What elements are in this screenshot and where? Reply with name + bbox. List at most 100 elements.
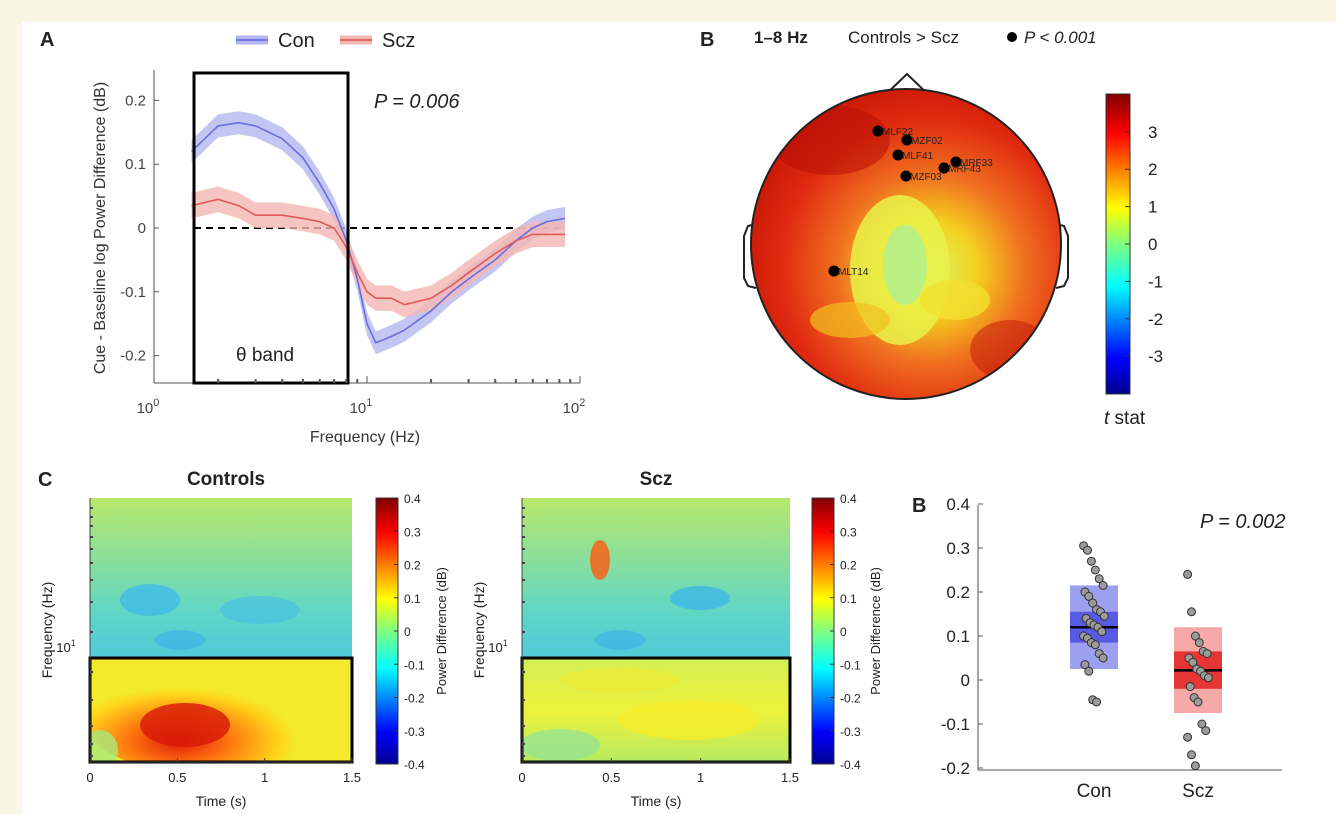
y-tick-label: 101 (56, 638, 75, 655)
y-tick-label: 0.1 (125, 156, 146, 173)
significance-dot-icon (1007, 32, 1017, 42)
x-tick-label: 1.5 (343, 770, 361, 785)
y-tick-label: 0 (961, 671, 970, 690)
sensor-label: MRF43 (948, 164, 981, 175)
panel-b-band: 1–8 Hz (754, 28, 808, 47)
data-point (1080, 660, 1090, 670)
cbar-tick-label: 2 (1148, 160, 1157, 179)
legend-label-scz: Scz (382, 30, 415, 52)
panel-d-label: B (912, 495, 926, 517)
cbar-tick-label: 0.4 (404, 492, 421, 506)
tf-xlabel-scz: Time (s) (631, 793, 682, 809)
data-point (1097, 627, 1107, 637)
cbar-tick-label: -0.3 (404, 725, 425, 739)
y-tick-label: 0 (138, 220, 146, 237)
x-tick-label: 1 (697, 770, 704, 785)
y-tick-label: -0.1 (941, 715, 970, 734)
x-tick-label: 0 (86, 770, 93, 785)
sensor-marker (872, 125, 884, 137)
data-point (1098, 653, 1108, 663)
cbar-tick-label: -0.2 (840, 692, 861, 706)
cbar-tick-label: 0.2 (404, 559, 421, 573)
data-point (1183, 732, 1193, 742)
panel-b-p: P < 0.001 (1024, 28, 1097, 47)
cbar-tick-label: 0.1 (840, 592, 857, 606)
tf-ylabel-controls: Frequency (Hz) (39, 582, 55, 678)
y-tick-label: 0.4 (946, 495, 970, 514)
sensor-marker (900, 170, 912, 182)
panel-d-p-value: P = 0.002 (1200, 511, 1285, 533)
x-tick-label: 102 (563, 397, 586, 417)
panel-b-label: B (700, 29, 714, 51)
data-point (1201, 726, 1211, 736)
x-tick-label: 1.5 (781, 770, 799, 785)
cbar-tick-label: -0.1 (840, 658, 861, 672)
ci-band-scz (191, 186, 565, 318)
tf-cbar-label-controls: Power Difference (dB) (434, 567, 449, 695)
series-line-con (190, 121, 566, 344)
tf-xlabel-controls: Time (s) (196, 793, 247, 809)
cbar-tick-label: 3 (1148, 123, 1157, 142)
cbar-tick-label: 1 (1148, 198, 1157, 217)
cbar-tick-label: -0.3 (840, 725, 861, 739)
tf-colorbar-controls: 0.4 0.3 0.2 0.1 0 -0.1 -0.2 -0.3 -0.4 Power Diff… (375, 492, 449, 772)
data-point (1094, 574, 1104, 584)
category-label: Scz (1182, 781, 1214, 802)
data-point (1185, 682, 1195, 692)
panel-a-ylabel: Cue - Baseline log Power Difference (dB) (92, 82, 109, 374)
category-label: Con (1077, 781, 1112, 802)
tf-map-controls (90, 498, 352, 762)
x-tick-label: 101 (350, 397, 373, 417)
y-tick-label: 0.3 (946, 539, 970, 558)
y-tick-label: -0.2 (120, 348, 146, 365)
sensor-marker (828, 265, 840, 277)
tf-ylabel-scz: Frequency (Hz) (471, 582, 487, 678)
data-point (1092, 697, 1102, 707)
panel-a-plot: θ band P = 0.006 0.2 0.1 0 -0.1 -0.2 100 101 1… (92, 70, 585, 446)
y-tick-label: 0.2 (125, 92, 146, 109)
cbar-tick-label: -0.4 (840, 758, 861, 772)
tf-cbar-label-scz: Power Difference (dB) (868, 567, 883, 695)
y-tick-label: -0.2 (941, 759, 970, 778)
panel-a-label: A (40, 29, 54, 51)
x-tick-label: 0.5 (602, 770, 620, 785)
y-tick-label: -0.1 (120, 284, 146, 301)
y-tick-label: 101 (488, 638, 507, 655)
sensor-marker (901, 134, 913, 146)
data-point (1183, 569, 1193, 579)
sensor-marker (892, 149, 904, 161)
panel-c-label: C (38, 469, 52, 491)
panel-b-colorbar: 3 2 1 0 -1 -2 -3 t stat (1104, 93, 1163, 429)
theta-band-box (192, 71, 350, 385)
panel-a-xlabel: Frequency (Hz) (310, 429, 420, 446)
panel-a-legend: Con Scz (236, 30, 415, 52)
sensor-label: MRF33 (960, 158, 993, 169)
cbar-tick-label: 0.1 (404, 592, 421, 606)
data-point (1190, 761, 1200, 771)
series-line-scz (191, 198, 565, 306)
data-point (1083, 545, 1092, 555)
cbar-tick-label: 0.4 (840, 492, 857, 506)
theta-band-label: θ band (236, 345, 294, 366)
x-tick-label: 0 (518, 770, 525, 785)
data-point (1084, 591, 1094, 601)
data-point (1086, 556, 1096, 566)
panel-d-plot: 0.4 0.3 0.2 0.1 0 -0.1 -0.2 Con Scz P = 0.002 (941, 495, 1286, 802)
tf-colorbar-scz: 0.4 0.3 0.2 0.1 0 -0.1 -0.2 -0.3 -0.4 Power Diff… (811, 492, 883, 772)
data-point (1194, 638, 1204, 648)
sensor-label: MZF03 (910, 172, 942, 183)
cbar-tick-label: 0 (1148, 235, 1157, 254)
data-point (1203, 673, 1213, 683)
panel-b-cbar-label: t stat (1104, 408, 1146, 429)
cbar-tick-label: 0.3 (840, 525, 857, 539)
legend-label-con: Con (278, 30, 315, 52)
cbar-tick-label: 0 (840, 625, 847, 639)
cbar-tick-label: -0.4 (404, 758, 425, 772)
sensor-marker (950, 156, 962, 168)
cbar-tick-label: 0 (404, 625, 411, 639)
tf-title-scz: Scz (640, 469, 673, 490)
data-point (1187, 607, 1196, 617)
data-point (1090, 565, 1100, 575)
